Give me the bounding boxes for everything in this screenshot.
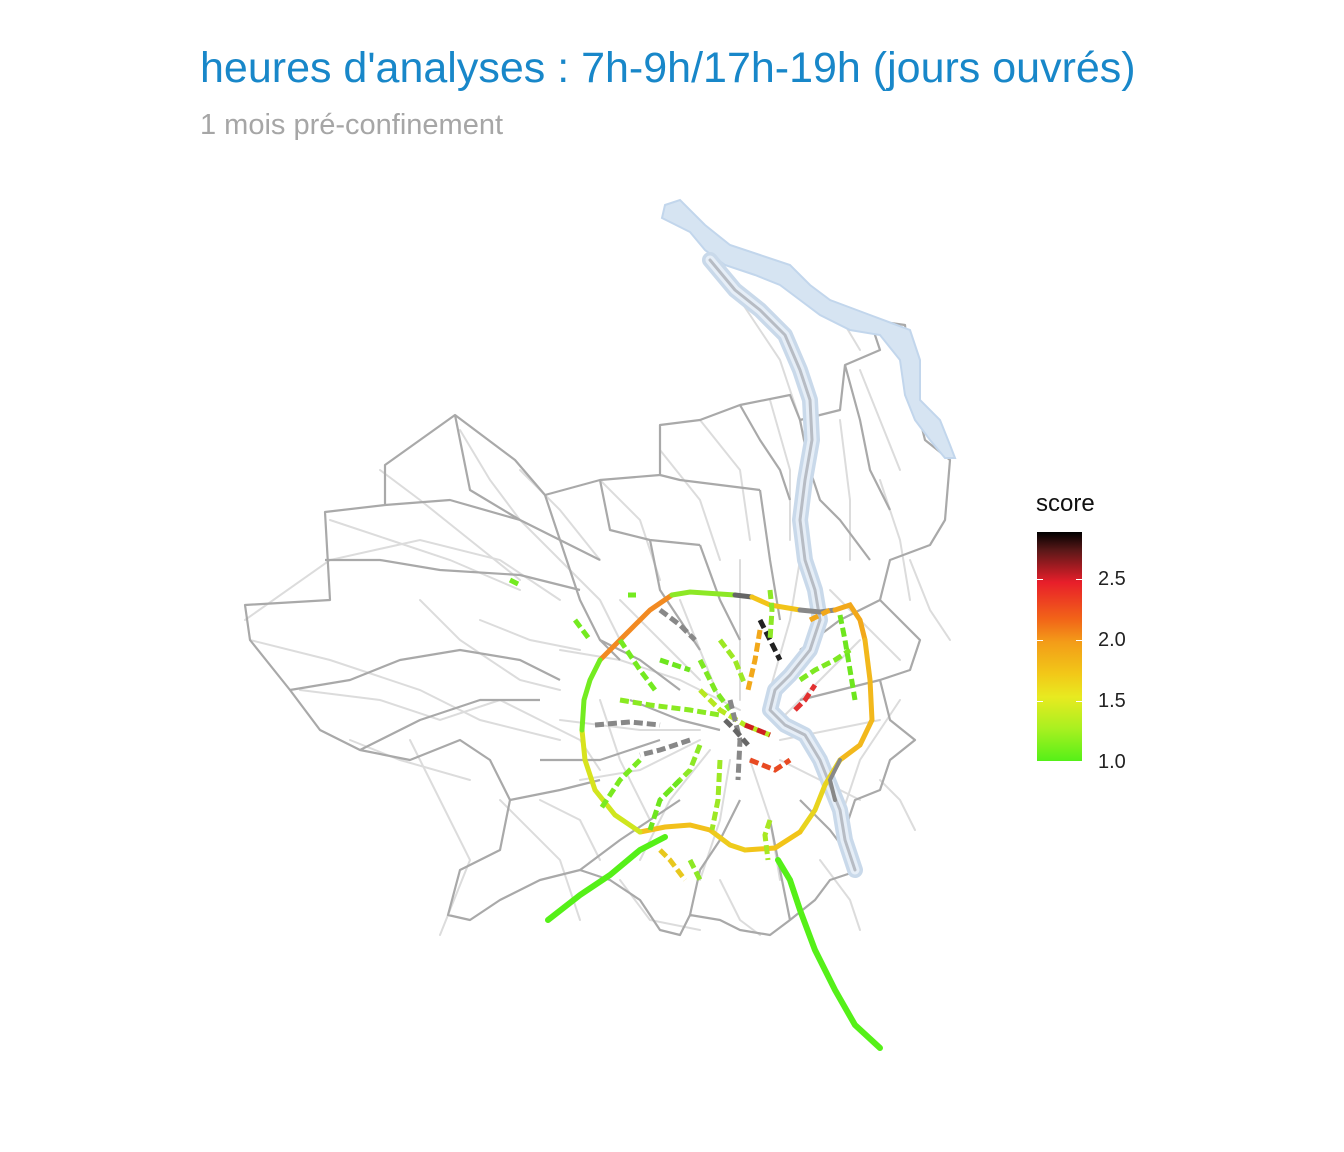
legend-title: score — [1036, 490, 1095, 517]
map-title: heures d'analyses : 7h-9h/17h-19h (jours… — [200, 44, 1136, 92]
legend-tick-right — [1076, 701, 1082, 702]
legend-tick-left — [1037, 640, 1043, 641]
map-subtitle: 1 mois pré-confinement — [200, 109, 504, 141]
inner-segments — [508, 577, 858, 882]
commune-borders — [243, 318, 952, 937]
legend-tick-left — [1037, 701, 1043, 702]
legend-label-1-0: 1.0 — [1098, 751, 1126, 773]
legend-tick-right — [1076, 761, 1082, 762]
legend-tick-right — [1076, 640, 1082, 641]
legend-label-2-0: 2.0 — [1098, 629, 1126, 651]
highways — [545, 758, 883, 1051]
legend-tick-right — [1076, 579, 1082, 580]
legend-label-1-5: 1.5 — [1098, 690, 1126, 712]
river — [660, 198, 957, 878]
legend-colorbar — [1037, 532, 1082, 761]
legend-label-2-5: 2.5 — [1098, 568, 1126, 590]
legend-tick-left — [1037, 579, 1043, 580]
legend-tick-left — [1037, 761, 1043, 762]
